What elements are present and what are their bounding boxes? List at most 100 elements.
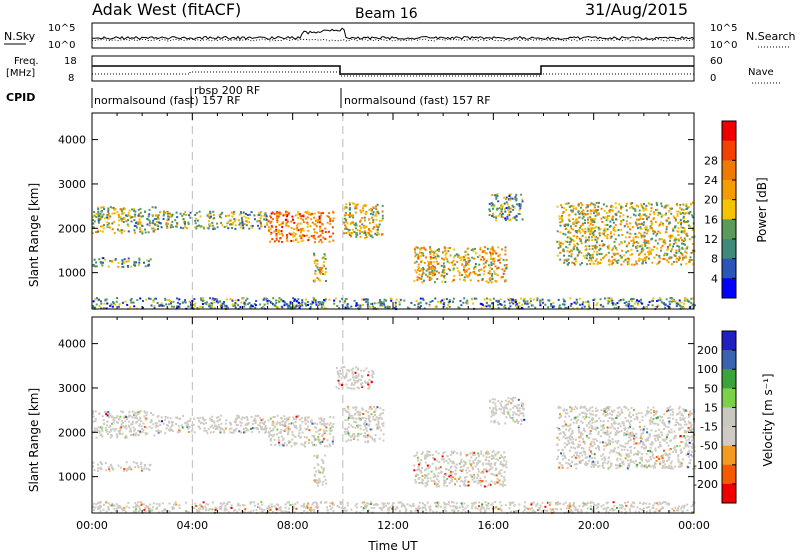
echo-cell [459,258,462,261]
echo-cell [491,207,494,210]
echo-cell [314,219,317,222]
echo-cell [429,251,432,254]
echo-cell [355,421,358,424]
echo-cell [303,436,306,439]
echo-cell [313,434,316,437]
echo-cell [677,234,680,236]
echo-cell [568,254,571,257]
echo-cell [679,252,682,254]
echo-cell [512,302,515,305]
echo-cell [436,278,439,280]
echo-cell [195,217,197,220]
echo-cell [276,422,279,424]
echo-cell [223,304,226,307]
echo-cell [594,428,597,431]
echo-cell [374,232,377,235]
echo-cell [106,302,109,305]
echo-cell [567,202,570,205]
echo-cell [359,232,361,235]
echo-cell [558,304,561,307]
echo-cell [587,218,589,221]
echo-cell [591,426,594,428]
echo-cell [489,279,492,282]
echo-cell [569,231,572,234]
echo-cell [485,458,488,461]
echo-cell [481,251,484,254]
echo-cell [155,422,158,425]
echo-cell [684,420,686,423]
echo-cell [443,246,446,249]
echo-cell [149,421,152,424]
echo-cell [582,301,585,304]
echo-cell [377,233,380,236]
echo-cell [659,231,662,234]
echo-cell [139,228,141,231]
echo-cell [667,204,670,207]
echo-cell [314,301,317,304]
echo-cell [640,250,643,253]
echo-cell [351,426,354,428]
echo-cell [99,300,102,303]
echo-cell [372,213,374,216]
echo-cell [570,407,573,409]
echo-cell [627,260,630,263]
echo-cell [119,466,122,469]
echo-cell [597,214,599,217]
echo-cell [511,301,513,304]
echo-cell [340,377,343,380]
echo-cell [454,263,457,266]
echo-cell [484,468,487,471]
echo-cell [246,417,249,420]
echo-cell [514,412,517,415]
echo-cell [587,216,589,219]
echo-cell [570,249,573,252]
echo-cell [692,249,694,252]
echo-cell [434,466,437,469]
echo-cell [505,466,508,469]
echo-cell [208,217,211,220]
echo-cell [640,298,642,301]
echo-cell [479,248,482,251]
echo-cell [644,464,647,467]
echo-cell [377,418,380,421]
echo-cell [681,258,684,261]
echo-cell [649,251,652,253]
echo-cell [269,240,272,243]
echo-cell [677,221,679,224]
echo-cell [99,212,102,215]
echo-cell [170,305,173,308]
echo-cell [653,211,655,214]
echo-cell [191,300,194,302]
echo-cell [270,443,273,446]
echo-cell [630,203,633,206]
echo-cell [508,211,511,214]
echo-cell [634,459,637,462]
echo-cell [350,424,353,427]
echo-cell [449,466,452,469]
echo-cell [178,302,181,305]
echo-cell [128,430,131,433]
echo-cell [321,419,324,422]
echo-cell [608,435,611,438]
echo-cell [480,268,483,271]
echo-cell [198,210,201,213]
echo-cell [559,416,562,418]
echo-cell [377,226,380,229]
echo-cell [332,219,334,222]
echo-cell [639,258,642,261]
echo-cell [117,429,120,432]
echo-cell [306,223,309,226]
echo-cell [354,371,357,374]
echo-cell [336,370,339,373]
echo-cell [663,422,666,425]
echo-cell [567,440,570,442]
echo-cell [243,305,246,308]
echo-cell [193,431,196,434]
echo-cell [125,416,128,418]
echo-cell [685,423,688,426]
echo-cell [122,469,125,472]
echo-cell [166,219,169,222]
echo-cell [121,262,124,265]
echo-cell [209,418,212,421]
echo-cell [625,419,628,422]
